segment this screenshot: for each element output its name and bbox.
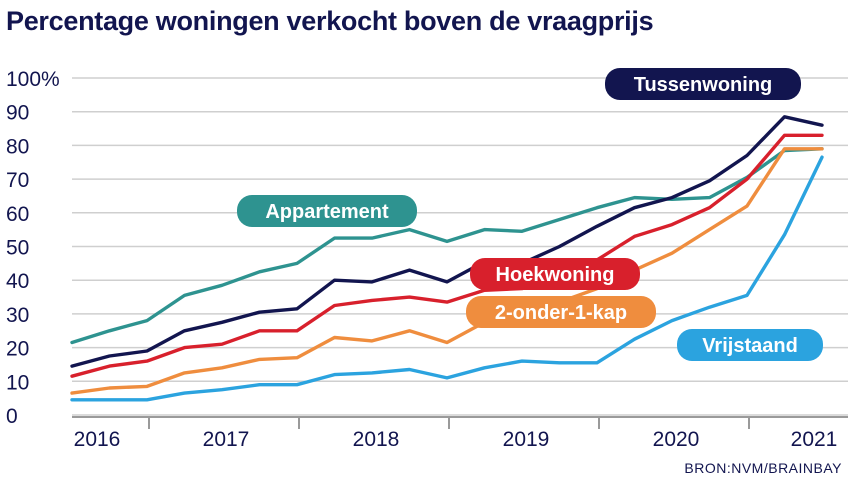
y-tick-label: 0: [6, 405, 18, 428]
label-pill: [237, 195, 417, 227]
x-tick-label: 2016: [74, 428, 121, 451]
y-tick-label: 80: [6, 135, 29, 158]
label-pill: [466, 296, 656, 328]
source-note: BRON:NVM/BRAINBAY: [684, 460, 842, 476]
x-tick-label: 2021: [791, 428, 838, 451]
x-axis: 2016 2017 2018 2019 2020 2021: [72, 416, 848, 451]
label-text: Hoekwoning: [496, 264, 615, 286]
y-tick-label: 100%: [6, 68, 60, 91]
grid-lines: [72, 77, 848, 416]
series-labels: Appartement Tussenwoning Hoekwoning 2-onder…: [237, 68, 823, 361]
series-label-appartement: Appartement: [237, 195, 417, 227]
y-axis-ticks: 0 10 20 30 40 50 60 70 80 90 100%: [6, 68, 60, 428]
y-tick-label: 10: [6, 371, 29, 394]
label-pill: [677, 329, 823, 361]
label-text: Tussenwoning: [634, 74, 773, 96]
x-tick-label: 2019: [503, 428, 550, 451]
series-line-vrijstaand: [70, 155, 824, 402]
chart-title: Percentage woningen verkocht boven de vr…: [6, 6, 654, 36]
y-tick-label: 50: [6, 237, 29, 260]
label-text: 2-onder-1-kap: [495, 302, 627, 324]
series-line-2-onder-1-kap: [70, 147, 824, 395]
series-lines: [70, 115, 824, 402]
label-pill: [470, 258, 640, 290]
y-tick-label: 70: [6, 169, 29, 192]
x-tick-label: 2018: [353, 428, 400, 451]
y-tick-label: 40: [6, 270, 29, 293]
series-label-vrijstaand: Vrijstaand: [677, 329, 823, 361]
x-tick-label: 2017: [203, 428, 250, 451]
series-line-appartement: [70, 147, 824, 345]
y-tick-label: 30: [6, 304, 29, 327]
y-tick-label: 90: [6, 102, 29, 125]
series-label-2-onder-1-kap: 2-onder-1-kap: [466, 296, 656, 328]
label-pill: [605, 68, 801, 100]
series-label-tussenwoning: Tussenwoning: [605, 68, 801, 100]
series-line-tussenwoning: [70, 115, 824, 368]
y-tick-label: 20: [6, 338, 29, 361]
label-text: Vrijstaand: [702, 335, 798, 357]
y-tick-label: 60: [6, 203, 29, 226]
label-text: Appartement: [265, 201, 389, 223]
series-label-hoekwoning: Hoekwoning: [470, 258, 640, 290]
series-line-hoekwoning: [70, 133, 824, 378]
x-tick-label: 2020: [653, 428, 700, 451]
